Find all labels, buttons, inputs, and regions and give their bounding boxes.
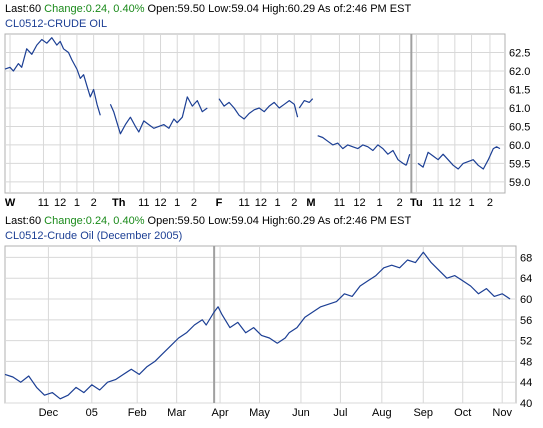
x-tick-label: Dec: [39, 407, 59, 419]
y-tick-label: 56: [520, 315, 532, 327]
y-tick-label: 48: [520, 356, 532, 368]
y-tick-label: 44: [520, 377, 532, 389]
x-tick-label: 12: [54, 197, 66, 209]
x-tick-label: Jun: [292, 407, 310, 419]
open-label: Open:: [147, 3, 178, 15]
asof-value: 2:46 PM EST: [345, 215, 412, 227]
y-tick-label: 59.5: [509, 158, 530, 170]
x-tick-label: Jul: [333, 407, 347, 419]
price-line: [218, 98, 299, 120]
x-tick-label: 1: [468, 197, 474, 209]
x-tick-label: 2: [397, 197, 403, 209]
y-tick-label: 59.0: [509, 177, 530, 189]
y-tick-label: 60.5: [509, 121, 530, 133]
low-value: 59.04: [231, 215, 259, 227]
low-label: Low:: [208, 215, 232, 227]
price-line: [4, 37, 101, 116]
x-tick-label: 2: [291, 197, 297, 209]
x-tick-label: Apr: [211, 407, 228, 419]
x-tick-label: Feb: [128, 407, 147, 419]
x-tick-label: 11: [238, 197, 249, 209]
x-tick-label: Mar: [167, 407, 186, 419]
price-line: [4, 251, 511, 400]
x-tick-label: 12: [353, 197, 365, 209]
x-tick-label: 2: [91, 197, 97, 209]
x-tick-label: M: [306, 197, 315, 209]
open-value: 59.50: [177, 3, 206, 15]
y-tick-label: 62.5: [509, 47, 530, 59]
y-tick-label: 61.0: [509, 103, 530, 115]
x-tick-label: Oct: [454, 407, 471, 419]
y-tick-label: 60: [520, 294, 532, 306]
high-label: High:: [261, 215, 288, 227]
change-label: Change:: [44, 3, 86, 15]
asof-value: 2:46 PM EST: [345, 3, 412, 15]
x-tick-label: 1: [275, 197, 281, 209]
x-tick-label: F: [216, 197, 223, 209]
y-tick-label: 61.5: [509, 84, 530, 96]
quote-summary: Last:60 Change:0.24, 0.40% Open:59.50 Lo…: [5, 215, 411, 227]
price-line: [405, 154, 411, 166]
intraday-price-chart: 62.562.061.561.060.560.059.559.0W 11 12 1 2 T…: [4, 33, 530, 209]
x-tick-label: Nov: [492, 407, 512, 419]
open-value: 59.50: [177, 215, 206, 227]
quote-summary: Last:60 Change:0.24, 0.40% Open:59.50 Lo…: [5, 3, 411, 15]
y-tick-label: 60.0: [509, 140, 530, 152]
y-tick-label: 68: [520, 252, 532, 264]
high-value: 60.29: [287, 3, 316, 15]
x-tick-label: 11: [38, 197, 49, 209]
daily-chart-panel: Last:60 Change:0.24, 0.40% Open:59.50 Lo…: [0, 212, 543, 428]
price-line: [298, 98, 314, 109]
x-tick-label: May: [249, 407, 270, 419]
x-tick-label: 1: [377, 197, 383, 209]
low-value: 59.04: [231, 3, 259, 15]
change-value: 0.24, 0.40%: [85, 3, 145, 15]
x-tick-label: 12: [154, 197, 166, 209]
price-line: [417, 146, 501, 170]
x-tick-label: Aug: [372, 407, 392, 419]
asof-label: As of:: [317, 215, 346, 227]
last-value: 60: [28, 215, 42, 227]
y-tick-label: 52: [520, 336, 532, 348]
x-tick-label: 2: [191, 197, 197, 209]
high-value: 60.29: [287, 215, 316, 227]
last-label: Last:: [5, 3, 29, 15]
change-value: 0.24, 0.40%: [85, 215, 145, 227]
y-tick-label: 64: [520, 273, 532, 285]
high-label: High:: [261, 3, 288, 15]
change-label: Change:: [44, 215, 86, 227]
low-label: Low:: [208, 3, 232, 15]
x-tick-label: 12: [255, 197, 267, 209]
x-tick-label: 05: [86, 407, 98, 419]
chart-subtitle: CL0512-Crude Oil (December 2005): [5, 230, 183, 242]
x-tick-label: 1: [74, 197, 80, 209]
x-tick-label: 11: [138, 197, 149, 209]
plot-frame: [4, 245, 517, 404]
x-tick-label: 12: [449, 197, 461, 209]
intraday-chart-panel: Last:60 Change:0.24, 0.40% Open:59.50 Lo…: [0, 0, 543, 212]
open-label: Open:: [147, 215, 178, 227]
x-tick-label: 2: [487, 197, 493, 209]
x-tick-label: W: [5, 197, 16, 209]
x-tick-label: 1: [174, 197, 180, 209]
last-value: 60: [28, 3, 42, 15]
price-line: [317, 135, 407, 166]
x-tick-label: 11: [432, 197, 443, 209]
plot-frame: [4, 33, 506, 194]
x-tick-label: Tu: [410, 197, 423, 209]
y-tick-label: 40: [520, 398, 532, 410]
x-tick-label: Th: [112, 197, 126, 209]
last-label: Last:: [5, 215, 29, 227]
x-tick-label: 11: [334, 197, 345, 209]
x-tick-label: Sep: [413, 407, 433, 419]
asof-label: As of:: [317, 3, 346, 15]
daily-price-chart: 68 64 60 56 52 48 44 40 Dec 05 Feb Mar Apr May Jun Jul A…: [4, 245, 532, 419]
y-tick-label: 62.0: [509, 66, 530, 78]
chart-subtitle: CL0512-CRUDE OIL: [5, 18, 108, 30]
price-line: [109, 96, 208, 135]
